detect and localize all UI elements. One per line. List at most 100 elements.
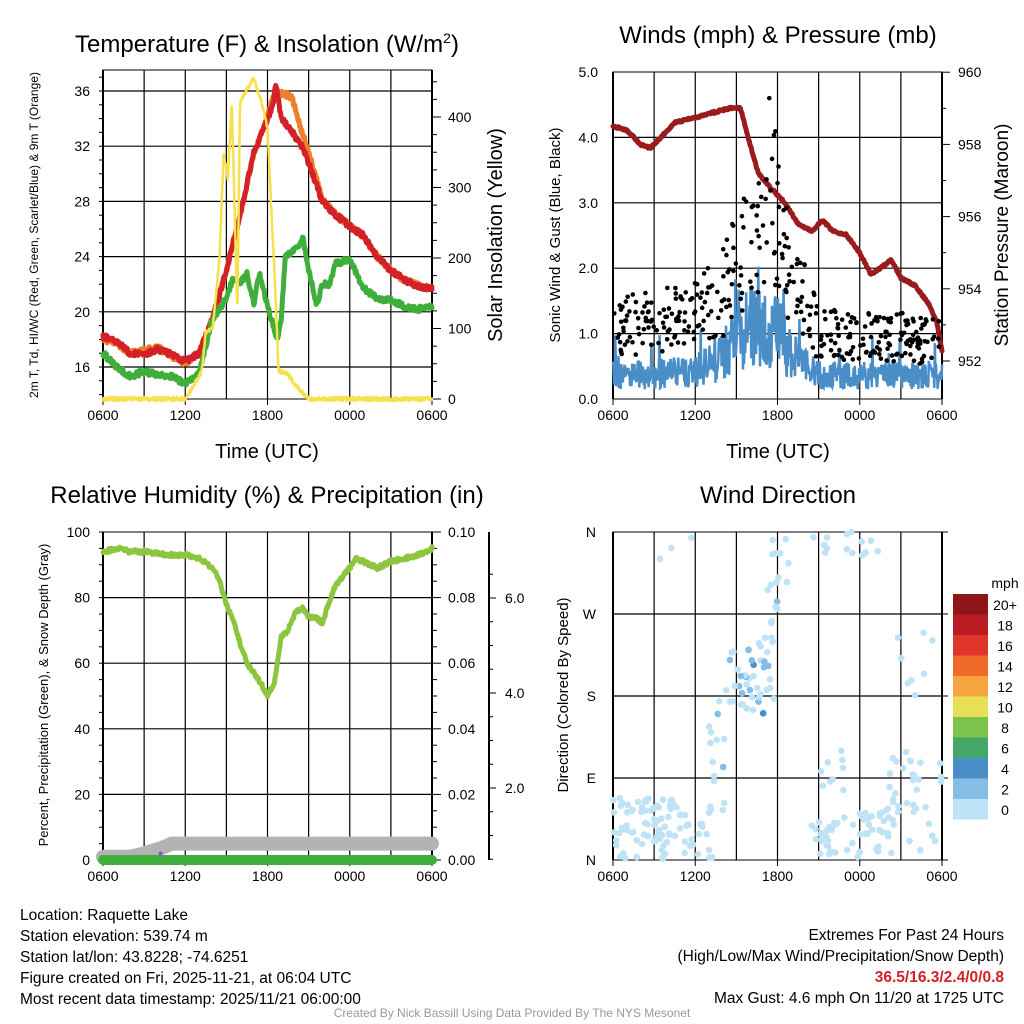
gust-point <box>868 334 874 340</box>
gust-point <box>640 310 645 315</box>
x-tick-label: 0000 <box>334 868 365 884</box>
direction-point <box>749 706 757 714</box>
gust-point <box>769 156 775 162</box>
gust-point <box>705 312 711 318</box>
direction-point <box>874 547 882 555</box>
direction-point <box>707 739 714 747</box>
gust-point <box>754 213 759 218</box>
colorbar-swatch <box>953 594 988 615</box>
direction-point <box>903 799 911 807</box>
direction-point <box>856 848 864 856</box>
gust-point <box>661 325 667 330</box>
direction-point <box>887 849 895 857</box>
gust-point <box>868 350 874 356</box>
direction-point <box>843 545 851 553</box>
gust-point <box>633 352 639 357</box>
y-tick-label: 1.0 <box>579 326 599 342</box>
gust-point <box>889 353 895 358</box>
gust-point <box>915 340 921 346</box>
direction-point <box>929 637 936 644</box>
x-tick-label: 0000 <box>334 407 365 423</box>
colorbar-swatch <box>953 696 988 717</box>
gust-point <box>731 268 736 274</box>
extremes-legend: (High/Low/Max Wind/Precipitation/Snow De… <box>677 948 1005 965</box>
gust-point <box>686 324 692 329</box>
direction-point <box>618 799 626 806</box>
gust-point <box>836 333 841 339</box>
gust-point <box>673 296 679 301</box>
location-text: Location: Raquette Lake <box>20 907 189 924</box>
gust-point <box>739 213 745 219</box>
gust-point <box>704 290 710 296</box>
direction-point <box>644 820 652 828</box>
colorbar-swatch <box>953 635 988 656</box>
gust-point <box>780 255 785 261</box>
gust-point <box>764 177 769 182</box>
gust-point <box>878 333 884 339</box>
gust-point <box>884 358 890 363</box>
gust-point <box>899 353 905 359</box>
temp-chart-title: Temperature (F) & Insolation (W/m2) <box>75 30 459 58</box>
direction-point <box>890 821 898 828</box>
direction-point <box>677 811 684 818</box>
direction-point <box>714 710 722 718</box>
gust-point <box>910 316 916 322</box>
colorbar-label: 4 <box>1001 761 1009 777</box>
direction-point <box>910 808 918 815</box>
y-right-tick-label: 400 <box>448 109 472 125</box>
y-right-tick-label: 0 <box>448 391 456 407</box>
colorbar-label: 18 <box>997 618 1013 634</box>
direction-point <box>743 705 750 712</box>
gust-point <box>768 188 773 193</box>
y-tick-label: 80 <box>74 590 90 606</box>
direction-point <box>760 663 768 671</box>
gust-point <box>633 299 639 305</box>
direction-point <box>665 813 672 821</box>
direction-point <box>843 846 851 854</box>
gust-point <box>618 319 624 325</box>
y-tick-label: 40 <box>74 721 90 737</box>
direction-point <box>913 786 921 793</box>
direction-point <box>884 829 892 837</box>
gust-point <box>910 332 916 338</box>
created-text: Figure created on Fri, 2025-11-21, at 06… <box>20 970 352 987</box>
gust-point <box>832 340 838 346</box>
direction-point <box>884 805 892 813</box>
gust-point <box>738 273 744 278</box>
direction-point <box>886 783 893 791</box>
gust-point <box>911 358 917 364</box>
gust-point <box>813 354 819 359</box>
gust-point <box>875 318 880 324</box>
gust-point <box>691 310 697 316</box>
gust-point <box>888 315 894 321</box>
x-tick-label: 1800 <box>252 868 283 884</box>
gust-point <box>849 315 855 320</box>
gust-point <box>828 309 834 315</box>
gust-point <box>625 339 630 344</box>
colorbar-swatch <box>953 676 988 697</box>
direction-point <box>826 778 834 785</box>
direction-point <box>633 836 641 844</box>
gust-point <box>721 333 726 339</box>
gust-point <box>783 287 788 292</box>
x-tick-label: 0600 <box>416 868 447 884</box>
gust-point <box>720 246 726 252</box>
direction-point <box>889 754 897 762</box>
direction-point <box>782 535 789 543</box>
gust-point <box>894 312 900 317</box>
x-tick-label: 0600 <box>597 407 628 423</box>
gust-point <box>725 269 731 275</box>
gust-point <box>904 341 909 347</box>
y-right-tick-label: 0.00 <box>448 852 475 868</box>
gust-point <box>630 339 635 345</box>
gust-point <box>782 243 788 249</box>
gust-point <box>618 347 624 353</box>
direction-point <box>673 804 680 811</box>
gust-point <box>894 352 899 357</box>
credit-text: Created By Nick Bassill Using Data Provi… <box>333 1006 691 1020</box>
gust-point <box>919 359 925 365</box>
gust-point <box>665 328 671 334</box>
direction-point <box>737 672 745 680</box>
x-tick-label: 0600 <box>87 407 118 423</box>
direction-point <box>621 854 629 862</box>
